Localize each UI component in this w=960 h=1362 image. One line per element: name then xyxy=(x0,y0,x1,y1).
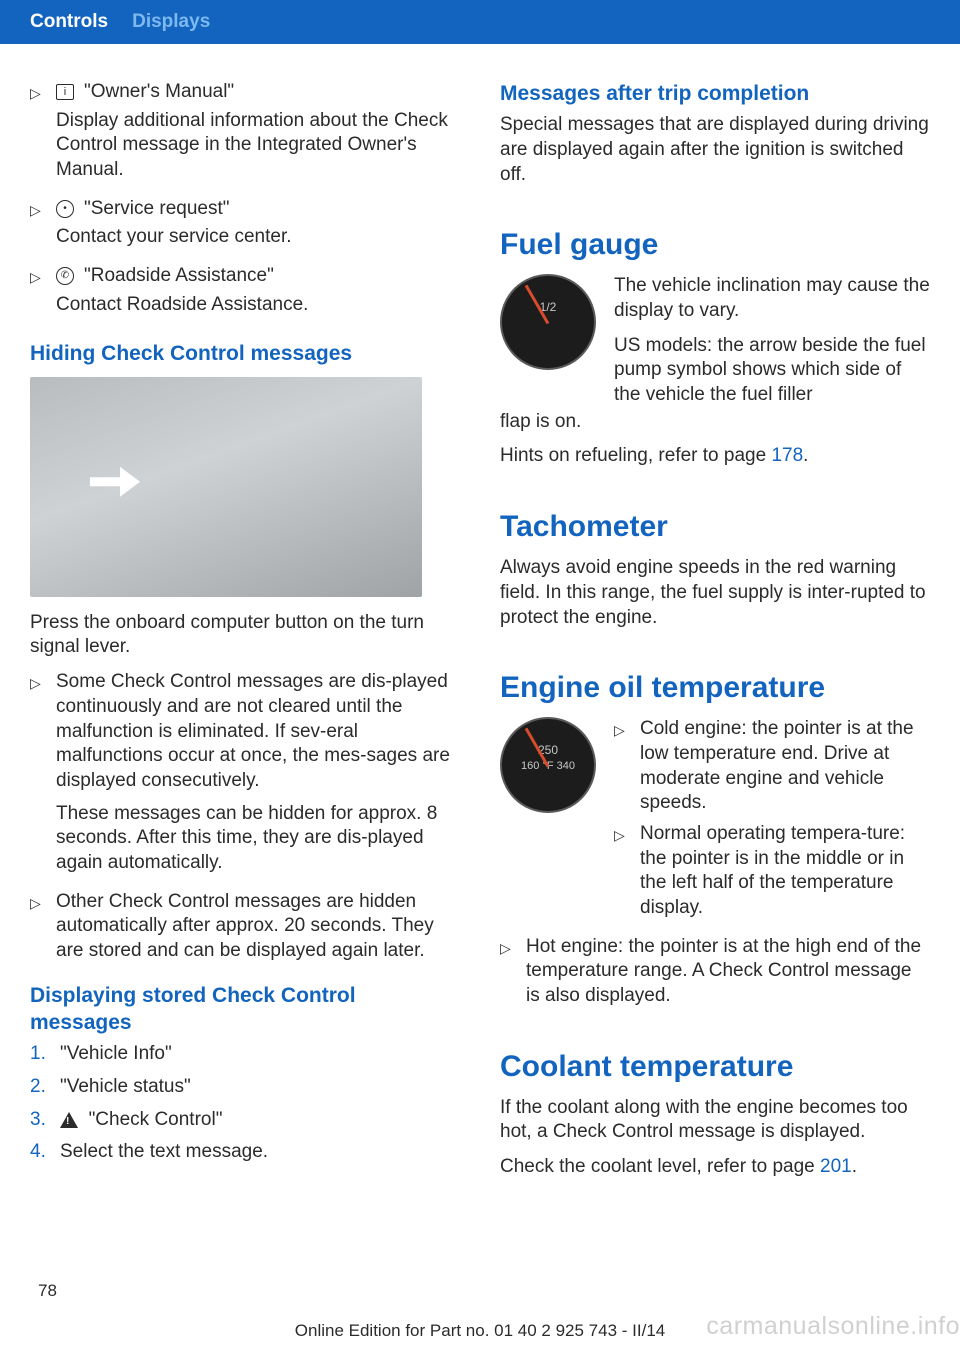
fuel-gauge-icon: 1/2 xyxy=(500,274,596,370)
step-number: 3. xyxy=(30,1108,60,1133)
bullet-text: Some Check Control messages are dis‐play… xyxy=(56,670,460,793)
hint-suffix: . xyxy=(803,445,808,466)
bullet-service-request: ▷ • "Service request" xyxy=(30,197,460,222)
coolant-hint: Check the coolant level, refer to page 2… xyxy=(500,1155,930,1180)
bmw-roundel-icon: • xyxy=(56,197,84,222)
bullet-text: Other Check Control messages are hidden … xyxy=(56,890,460,964)
bullet-label: "Owner's Manual" xyxy=(84,80,460,105)
step-text: Select the text message. xyxy=(60,1140,460,1165)
header-bar: Controls Displays xyxy=(0,0,960,44)
fuel-paragraph-2-partial: US models: the arrow beside the fuel pum… xyxy=(614,334,930,408)
info-box-icon: i xyxy=(56,80,84,105)
step-3: 3. "Check Control" xyxy=(30,1108,460,1133)
step-2: 2. "Vehicle status" xyxy=(30,1075,460,1100)
step-text: "Vehicle status" xyxy=(60,1075,460,1100)
step-text: "Vehicle Info" xyxy=(60,1042,460,1067)
heading-fuel-gauge: Fuel gauge xyxy=(500,225,930,264)
bullet-text: Hot engine: the pointer is at the high e… xyxy=(526,935,930,1009)
bullet-roadside-assistance: ▷ ✆ "Roadside Assistance" xyxy=(30,264,460,289)
bullet-oil-cold: ▷ Cold engine: the pointer is at the low… xyxy=(614,717,930,816)
left-column: ▷ i "Owner's Manual" Display additional … xyxy=(30,80,460,1190)
bullet-oil-hot: ▷ Hot engine: the pointer is at the high… xyxy=(500,935,930,1009)
bullet-marker: ▷ xyxy=(30,80,56,102)
page-content: ▷ i "Owner's Manual" Display additional … xyxy=(0,44,960,1190)
hint-prefix: Hints on refueling, refer to page xyxy=(500,445,771,466)
fuel-hint: Hints on refueling, refer to page 178. xyxy=(500,444,930,469)
bullet-desc: Contact Roadside Assistance. xyxy=(56,293,460,318)
bullet-marker: ▷ xyxy=(30,264,56,286)
step-1: 1. "Vehicle Info" xyxy=(30,1042,460,1067)
heading-displaying-stored: Displaying stored Check Control messages xyxy=(30,982,460,1037)
bullet-label: "Service request" xyxy=(84,197,460,222)
heading-engine-oil-temp: Engine oil temperature xyxy=(500,668,930,707)
gauge-label: 1/2 xyxy=(502,300,594,316)
arrow-icon xyxy=(90,467,140,497)
step-text: "Check Control" xyxy=(60,1108,460,1133)
bullet-text: Cold engine: the pointer is at the low t… xyxy=(640,717,930,816)
warning-triangle-icon xyxy=(60,1112,78,1128)
press-instruction: Press the onboard computer button on the… xyxy=(30,611,460,660)
tab-controls[interactable]: Controls xyxy=(30,10,108,35)
tachometer-paragraph: Always avoid engine speeds in the red wa… xyxy=(500,556,930,630)
page-number: 78 xyxy=(38,1280,57,1302)
oil-temp-gauge-icon: 250 160 °F 340 xyxy=(500,717,596,813)
bullet-desc: Display additional information about the… xyxy=(56,109,460,183)
heading-coolant-temp: Coolant temperature xyxy=(500,1047,930,1086)
heading-messages-after-trip: Messages after trip completion xyxy=(500,80,930,107)
messages-paragraph: Special messages that are displayed duri… xyxy=(500,113,930,187)
right-column: Messages after trip completion Special m… xyxy=(500,80,930,1190)
fuel-gauge-block: 1/2 The vehicle inclination may cause th… xyxy=(500,274,930,407)
page-link-201[interactable]: 201 xyxy=(820,1156,852,1177)
bullet-text: Normal operating tempera‐ture: the point… xyxy=(640,822,930,921)
bullet-label: "Roadside Assistance" xyxy=(84,264,460,289)
step-number: 1. xyxy=(30,1042,60,1067)
page-link-178[interactable]: 178 xyxy=(771,445,803,466)
gauge-label-top: 250 xyxy=(502,743,594,759)
tab-displays[interactable]: Displays xyxy=(132,10,210,35)
gauge-label-bottom: 160 °F 340 xyxy=(502,759,594,773)
oil-temp-block: 250 160 °F 340 ▷ Cold engine: the pointe… xyxy=(500,717,930,925)
bullet-marker: ▷ xyxy=(30,890,56,912)
heading-tachometer: Tachometer xyxy=(500,507,930,546)
watermark: carmanualsonline.info xyxy=(706,1310,960,1343)
bullet-text-extra: These messages can be hidden for approx.… xyxy=(56,802,460,876)
turn-signal-lever-image xyxy=(30,377,422,597)
hint-suffix: . xyxy=(852,1156,857,1177)
bullet-cc-hidden: ▷ Other Check Control messages are hidde… xyxy=(30,890,460,964)
step-label: "Check Control" xyxy=(89,1109,223,1130)
fuel-paragraph-2-rest: flap is on. xyxy=(500,410,930,435)
hint-prefix: Check the coolant level, refer to page xyxy=(500,1156,820,1177)
bullet-marker: ▷ xyxy=(614,822,640,844)
step-4: 4. Select the text message. xyxy=(30,1140,460,1165)
coolant-paragraph: If the coolant along with the engine bec… xyxy=(500,1096,930,1145)
bullet-marker: ▷ xyxy=(614,717,640,739)
bullet-desc: Contact your service center. xyxy=(56,225,460,250)
heading-hiding-check-control: Hiding Check Control messages xyxy=(30,340,460,367)
bullet-marker: ▷ xyxy=(30,197,56,219)
fuel-paragraph-1: The vehicle inclination may cause the di… xyxy=(614,274,930,323)
bullet-oil-normal: ▷ Normal operating tempera‐ture: the poi… xyxy=(614,822,930,921)
step-number: 2. xyxy=(30,1075,60,1100)
bullet-cc-continuous: ▷ Some Check Control messages are dis‐pl… xyxy=(30,670,460,793)
phone-icon: ✆ xyxy=(56,264,84,289)
bullet-owners-manual: ▷ i "Owner's Manual" xyxy=(30,80,460,105)
bullet-marker: ▷ xyxy=(30,670,56,692)
bullet-marker: ▷ xyxy=(500,935,526,957)
step-number: 4. xyxy=(30,1140,60,1165)
